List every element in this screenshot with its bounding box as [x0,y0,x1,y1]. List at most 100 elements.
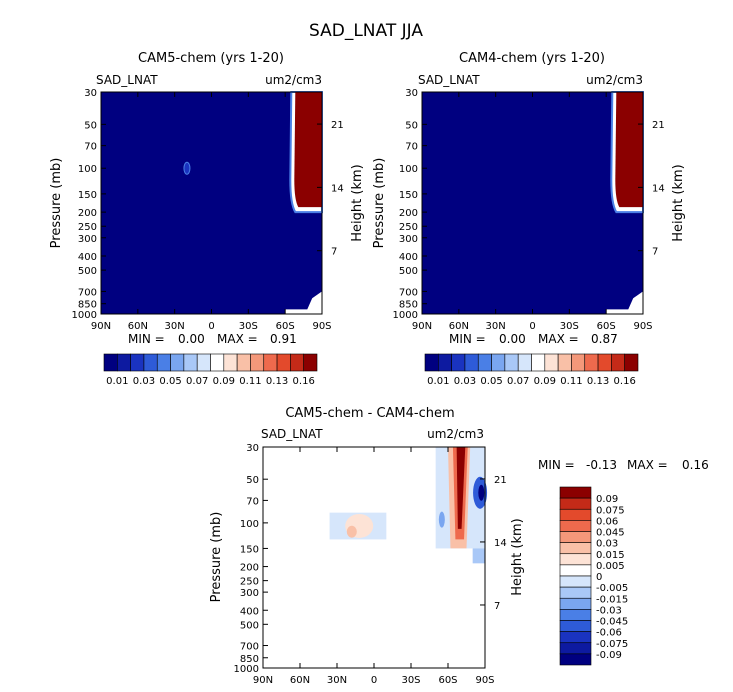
colorbar-box [504,353,519,372]
colorbar-box [263,353,278,372]
x-tick-label: 30S [560,321,579,332]
y-tick-label: 500 [399,266,418,277]
colorbar-box [250,353,265,372]
y-tick-label: 150 [78,190,97,201]
colorbar-box [477,353,492,372]
colorbar-box [584,353,599,372]
orography-mask [285,291,322,314]
colorbar-box [559,553,592,566]
x-tick-label: 0 [529,321,535,332]
y-tick-label: 300 [240,588,259,599]
y-tick-label: 200 [240,563,259,574]
panel-title: CAM5-chem - CAM4-chem [285,406,454,421]
colorbar-label: -0.045 [596,617,628,628]
min-value: 0.00 [178,332,205,346]
colorbar-box [559,620,592,632]
x-tick-label: 60N [128,321,148,332]
x-tick-label: 90N [253,675,273,686]
figure-title: SAD_LNAT JJA [309,21,423,41]
colorbar-label: 0.045 [596,528,625,539]
x-tick-label: 90S [312,321,331,332]
colorbar-box [559,497,592,510]
colorbar-box [517,353,532,372]
diff-negative-patch [438,511,445,528]
colorbar-box [464,353,479,372]
y-tick-label: 850 [78,300,97,311]
y-tick-label: 850 [399,300,418,311]
height-tick-label: 21 [494,475,507,486]
y-tick-label: 1000 [72,310,97,321]
colorbar-box [559,486,592,499]
height-tick-label: 21 [331,120,344,131]
x-tick-label: 60S [438,675,457,686]
colorbar-box [210,353,225,372]
y-tick-label: 250 [399,222,418,233]
colorbar-box [143,353,158,372]
height-tick-label: 14 [494,538,507,549]
x-tick-label: 90S [633,321,652,332]
colorbar-box [196,353,211,372]
colorbar-box [559,609,592,621]
y-tick-label: 70 [246,496,259,507]
y-tick-label: 300 [399,234,418,245]
y-tick-label: 700 [240,642,259,653]
y-tick-label: 300 [78,234,97,245]
max-value: 0.87 [591,332,618,346]
colorbar-label: 0.075 [596,505,625,516]
polar-max-region [615,92,643,208]
y-tick-label: 100 [240,519,259,530]
colorbar-box [559,653,592,666]
height-tick-label: 21 [652,120,665,131]
y-tick-label: 700 [399,287,418,298]
colorbar-box [557,353,572,372]
y-tick-label: 30 [84,88,97,99]
y-axis-label: Pressure (mb) [372,158,387,249]
y-tick-label: 100 [399,164,418,175]
colorbar-box [559,508,592,521]
y-axis-label-right: Height (km) [510,518,525,595]
x-tick-label: 60S [597,321,616,332]
y-tick-label: 70 [405,142,418,153]
max-label: MAX = [538,332,579,346]
y-tick-label: 500 [78,266,97,277]
x-tick-label: 30S [401,675,420,686]
max-label: MAX = [217,332,258,346]
height-tick-label: 7 [494,601,500,612]
colorbar-label: 0.03 [596,539,618,550]
colorbar-box [597,353,612,372]
colorbar-box [491,353,506,372]
colorbar-box [290,353,304,372]
y-tick-label: 200 [78,208,97,219]
x-tick-label: 0 [208,321,214,332]
colorbar-box [223,353,238,372]
x-tick-label: 30N [486,321,506,332]
colorbar-box [117,353,131,372]
field-background [422,92,643,314]
y-axis-label-right: Height (km) [671,164,686,241]
y-tick-label: 500 [240,620,259,631]
y-tick-label: 30 [246,443,259,454]
min-label: MIN = [128,332,165,346]
colorbar-label: -0.06 [596,628,622,639]
colorbar-label: 0.11 [560,376,582,387]
colorbar-box [236,353,251,372]
y-tick-label: 200 [399,208,418,219]
x-tick-label: 90N [91,321,111,332]
contour-blob [183,161,191,175]
y-tick-label: 400 [78,252,97,263]
y-tick-label: 250 [78,222,97,233]
x-tick-label: 90S [475,675,494,686]
colorbar-label: 0.06 [596,516,618,527]
y-tick-label: 700 [78,287,97,298]
x-tick-label: 30N [327,675,347,686]
colorbar-label: 0 [596,572,602,583]
units-label: um2/cm3 [265,73,322,87]
colorbar-label: 0.16 [614,376,636,387]
colorbar-box [276,353,291,372]
y-tick-label: 150 [399,190,418,201]
colorbar-label: 0.16 [293,376,315,387]
colorbar-box [303,353,318,372]
colorbar-box [170,353,185,372]
colorbar-box [559,575,592,588]
